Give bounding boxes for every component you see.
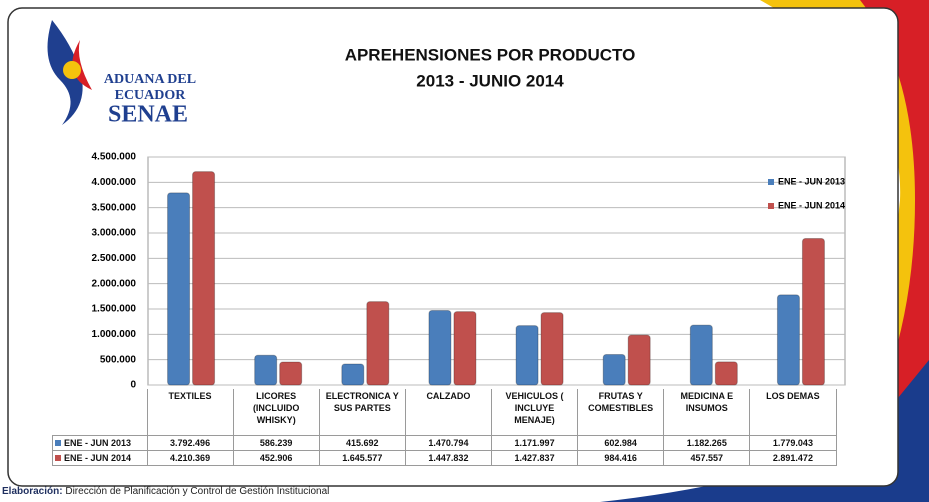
category-label: LOS DEMAS xyxy=(749,389,837,436)
y-tick-label: 1.000.000 xyxy=(92,329,137,340)
table-value: 457.557 xyxy=(663,450,751,466)
table-value: 1.447.832 xyxy=(404,450,493,466)
table-row: ENE - JUN 2013 3.792.496 586.239 415.692 1.4… xyxy=(52,435,837,451)
y-tick-label: 1.500.000 xyxy=(92,304,137,315)
category-label: VEHICULOS ( INCLUYE MENAJE) xyxy=(490,389,579,436)
bar xyxy=(689,324,713,386)
footer-label: Elaboración: xyxy=(2,486,63,497)
data-table: TEXTILES LICORES (INCLUIDO WHISKY) ELECTRO… xyxy=(52,389,837,466)
footer: Elaboración: Dirección de Planificación … xyxy=(2,486,329,497)
bar xyxy=(714,361,738,386)
bar xyxy=(279,361,303,386)
category-label: ELECTRONICA Y SUS PARTES xyxy=(318,389,406,436)
decor-red xyxy=(820,0,929,502)
table-value: 984.416 xyxy=(577,450,665,466)
logo-text: SENAE xyxy=(108,102,188,128)
y-tick-label: 3.500.000 xyxy=(92,202,137,213)
bar xyxy=(602,353,626,386)
row-label: ENE - JUN 2013 xyxy=(64,438,132,448)
bar xyxy=(453,311,477,386)
bar xyxy=(627,334,651,386)
table-value: 452.906 xyxy=(232,450,320,466)
y-tick-label: 3.000.000 xyxy=(92,228,137,239)
bar xyxy=(540,312,564,386)
legend-swatch xyxy=(768,179,774,185)
logo-mark xyxy=(72,40,92,90)
category-label: MEDICINA E INSUMOS xyxy=(663,389,751,436)
category-label: TEXTILES xyxy=(146,389,234,436)
table-value: 1.171.997 xyxy=(490,435,579,451)
legend-label: ENE - JUN 2014 xyxy=(778,200,845,210)
category-label: FRUTAS Y COMESTIBLES xyxy=(577,389,665,436)
footer-text: Dirección de Planificación y Control de … xyxy=(65,486,330,497)
table-value: 4.210.369 xyxy=(146,450,234,466)
bar xyxy=(254,354,278,386)
table-value: 1.470.794 xyxy=(404,435,493,451)
category-label: LICORES (INCLUIDO WHISKY) xyxy=(232,389,320,436)
bar xyxy=(366,301,390,386)
table-value: 1.645.577 xyxy=(318,450,406,466)
bar xyxy=(341,363,365,386)
chart-title: APREHENSIONES POR PRODUCTO xyxy=(345,45,636,64)
table-value: 415.692 xyxy=(318,435,406,451)
table-value: 1.779.043 xyxy=(749,435,837,451)
y-tick-label: 4.500.000 xyxy=(92,152,137,163)
row-label: ENE - JUN 2014 xyxy=(64,453,132,463)
table-value: 586.239 xyxy=(232,435,320,451)
legend-swatch xyxy=(55,440,61,446)
table-corner xyxy=(53,389,148,436)
table-value: 1.182.265 xyxy=(663,435,751,451)
bar xyxy=(428,309,452,386)
row-key: ENE - JUN 2013 xyxy=(52,435,148,451)
frame xyxy=(7,7,899,487)
legend-swatch xyxy=(768,203,774,209)
y-tick-label: 2.000.000 xyxy=(92,278,137,289)
legend-swatch xyxy=(55,455,61,461)
logo-text: ECUADOR xyxy=(115,88,187,103)
table-value: 602.984 xyxy=(577,435,665,451)
logo-mark xyxy=(63,61,81,79)
logo-text: ADUANA DEL xyxy=(104,72,196,87)
category-label: CALZADO xyxy=(404,389,493,436)
chart-subtitle: 2013 - JUNIO 2014 xyxy=(416,71,564,90)
bar xyxy=(167,192,191,386)
y-tick-label: 4.000.000 xyxy=(92,177,137,188)
y-tick-label: 2.500.000 xyxy=(92,253,137,264)
bar xyxy=(515,325,539,386)
y-tick-label: 500.000 xyxy=(100,354,137,365)
bar xyxy=(801,237,825,386)
legend-label: ENE - JUN 2013 xyxy=(778,176,845,186)
bar xyxy=(776,294,800,386)
table-value: 1.427.837 xyxy=(490,450,579,466)
table-value: 2.891.472 xyxy=(749,450,837,466)
row-key: ENE - JUN 2014 xyxy=(52,450,148,466)
table-header: TEXTILES LICORES (INCLUIDO WHISKY) ELECTRO… xyxy=(53,389,837,436)
table-row: ENE - JUN 2014 4.210.369 452.906 1.645.577 1… xyxy=(52,450,837,466)
table-value: 3.792.496 xyxy=(146,435,234,451)
y-tick-label: 0 xyxy=(130,380,136,391)
bar xyxy=(192,171,216,386)
